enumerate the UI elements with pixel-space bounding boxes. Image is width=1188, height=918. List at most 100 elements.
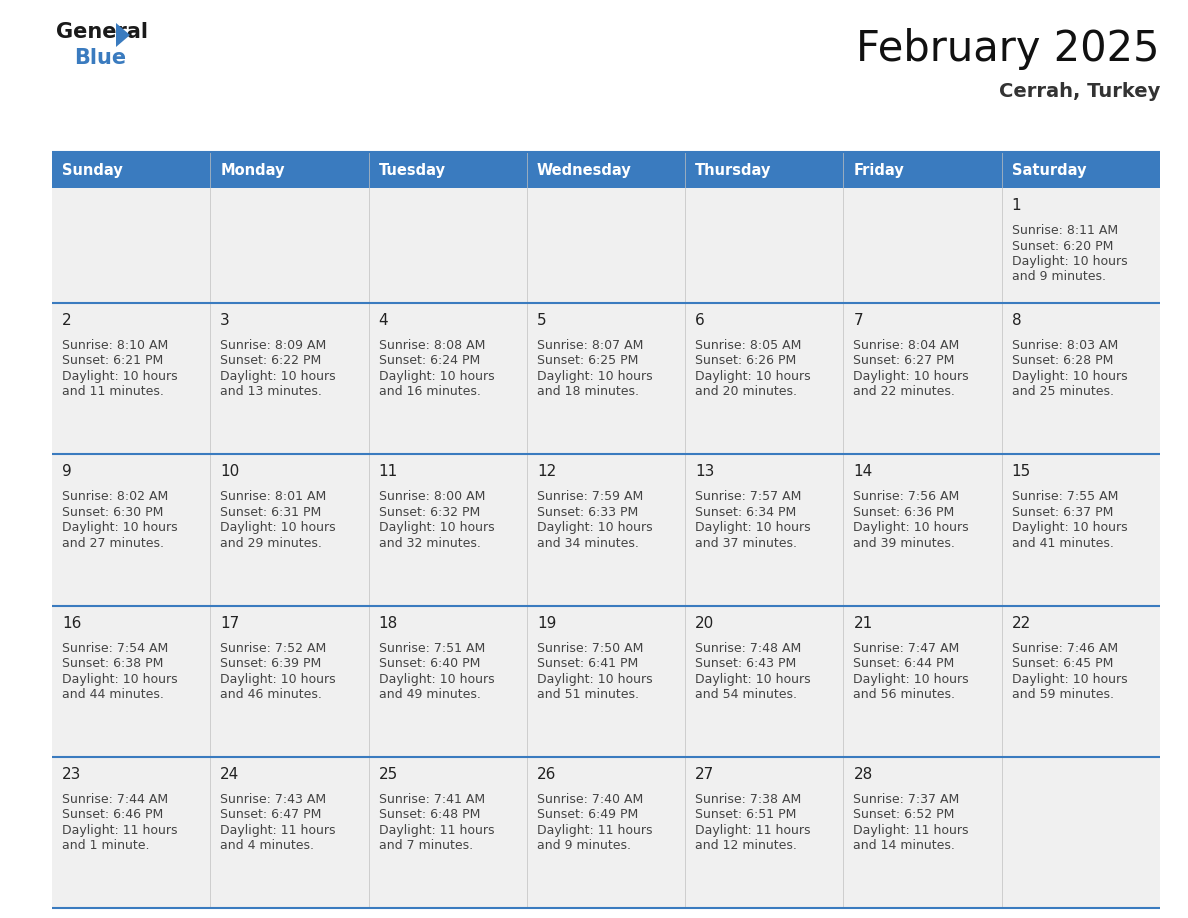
Text: Sunrise: 7:50 AM: Sunrise: 7:50 AM [537,642,643,655]
Text: 6: 6 [695,313,704,328]
Text: and 9 minutes.: and 9 minutes. [1012,271,1106,284]
Text: 8: 8 [1012,313,1022,328]
Text: and 12 minutes.: and 12 minutes. [695,839,797,852]
Text: Sunrise: 7:40 AM: Sunrise: 7:40 AM [537,793,643,806]
Text: and 11 minutes.: and 11 minutes. [62,386,164,398]
Text: and 32 minutes.: and 32 minutes. [379,537,480,550]
Text: Cerrah, Turkey: Cerrah, Turkey [999,82,1159,101]
Text: and 18 minutes.: and 18 minutes. [537,386,639,398]
Text: 18: 18 [379,615,398,631]
Text: 14: 14 [853,465,873,479]
Text: Sunset: 6:20 PM: Sunset: 6:20 PM [1012,240,1113,252]
Text: Sunrise: 7:37 AM: Sunrise: 7:37 AM [853,793,960,806]
Text: Daylight: 10 hours: Daylight: 10 hours [220,521,336,534]
Text: and 29 minutes.: and 29 minutes. [220,537,322,550]
Text: Daylight: 11 hours: Daylight: 11 hours [853,823,969,836]
Text: Daylight: 11 hours: Daylight: 11 hours [695,823,810,836]
Text: Thursday: Thursday [695,162,771,177]
Text: Sunrise: 7:46 AM: Sunrise: 7:46 AM [1012,642,1118,655]
Text: Daylight: 11 hours: Daylight: 11 hours [537,823,652,836]
Text: Sunset: 6:30 PM: Sunset: 6:30 PM [62,506,164,519]
Text: Sunrise: 7:52 AM: Sunrise: 7:52 AM [220,642,327,655]
Text: and 59 minutes.: and 59 minutes. [1012,688,1113,701]
Text: 7: 7 [853,313,862,328]
Text: 5: 5 [537,313,546,328]
Text: Sunset: 6:51 PM: Sunset: 6:51 PM [695,808,796,822]
Text: 23: 23 [62,767,81,782]
Text: 20: 20 [695,615,714,631]
Text: Daylight: 10 hours: Daylight: 10 hours [220,673,336,686]
Text: 27: 27 [695,767,714,782]
Text: and 7 minutes.: and 7 minutes. [379,839,473,852]
Text: Sunset: 6:27 PM: Sunset: 6:27 PM [853,354,955,367]
Text: Sunrise: 7:54 AM: Sunrise: 7:54 AM [62,642,169,655]
Text: Daylight: 10 hours: Daylight: 10 hours [1012,370,1127,383]
Text: Sunrise: 8:03 AM: Sunrise: 8:03 AM [1012,339,1118,352]
Text: General: General [56,22,148,42]
Text: Sunrise: 7:59 AM: Sunrise: 7:59 AM [537,490,643,503]
Text: Sunset: 6:44 PM: Sunset: 6:44 PM [853,657,955,670]
Text: and 14 minutes.: and 14 minutes. [853,839,955,852]
Text: Sunset: 6:47 PM: Sunset: 6:47 PM [220,808,322,822]
Text: 15: 15 [1012,465,1031,479]
Text: and 37 minutes.: and 37 minutes. [695,537,797,550]
Text: Sunrise: 8:07 AM: Sunrise: 8:07 AM [537,339,643,352]
Text: and 46 minutes.: and 46 minutes. [220,688,322,701]
Text: Daylight: 11 hours: Daylight: 11 hours [379,823,494,836]
Text: 9: 9 [62,465,71,479]
Text: Sunset: 6:40 PM: Sunset: 6:40 PM [379,657,480,670]
Text: Sunset: 6:52 PM: Sunset: 6:52 PM [853,808,955,822]
Text: Sunset: 6:33 PM: Sunset: 6:33 PM [537,506,638,519]
Bar [52,454,1159,606]
Text: Sunrise: 8:05 AM: Sunrise: 8:05 AM [695,339,802,352]
Text: Daylight: 10 hours: Daylight: 10 hours [379,370,494,383]
Text: Daylight: 10 hours: Daylight: 10 hours [1012,673,1127,686]
Text: 19: 19 [537,615,556,631]
Text: and 56 minutes.: and 56 minutes. [853,688,955,701]
Text: Tuesday: Tuesday [379,162,446,177]
Text: and 54 minutes.: and 54 minutes. [695,688,797,701]
Text: and 39 minutes.: and 39 minutes. [853,537,955,550]
Text: Sunrise: 7:43 AM: Sunrise: 7:43 AM [220,793,327,806]
Text: Daylight: 10 hours: Daylight: 10 hours [695,521,810,534]
Text: Daylight: 10 hours: Daylight: 10 hours [62,673,178,686]
Text: February 2025: February 2025 [857,28,1159,70]
Text: Sunrise: 8:01 AM: Sunrise: 8:01 AM [220,490,327,503]
Text: and 22 minutes.: and 22 minutes. [853,386,955,398]
Text: Sunset: 6:49 PM: Sunset: 6:49 PM [537,808,638,822]
Text: Sunrise: 8:00 AM: Sunrise: 8:00 AM [379,490,485,503]
Polygon shape [116,23,129,47]
Text: and 9 minutes.: and 9 minutes. [537,839,631,852]
Text: Sunrise: 8:08 AM: Sunrise: 8:08 AM [379,339,485,352]
Text: Sunset: 6:39 PM: Sunset: 6:39 PM [220,657,322,670]
Bar [52,188,1159,303]
Text: Sunrise: 7:51 AM: Sunrise: 7:51 AM [379,642,485,655]
Text: Sunrise: 7:57 AM: Sunrise: 7:57 AM [695,490,802,503]
Text: and 25 minutes.: and 25 minutes. [1012,386,1113,398]
Text: and 16 minutes.: and 16 minutes. [379,386,480,398]
Text: Sunday: Sunday [62,162,122,177]
Text: 2: 2 [62,313,71,328]
Text: Daylight: 10 hours: Daylight: 10 hours [1012,521,1127,534]
Text: Sunset: 6:38 PM: Sunset: 6:38 PM [62,657,164,670]
Text: Daylight: 10 hours: Daylight: 10 hours [853,673,969,686]
Bar [52,152,1159,188]
Text: and 13 minutes.: and 13 minutes. [220,386,322,398]
Text: Sunrise: 7:47 AM: Sunrise: 7:47 AM [853,642,960,655]
Text: Monday: Monday [220,162,285,177]
Text: Sunset: 6:46 PM: Sunset: 6:46 PM [62,808,163,822]
Text: Daylight: 10 hours: Daylight: 10 hours [853,370,969,383]
Text: and 4 minutes.: and 4 minutes. [220,839,315,852]
Text: Sunset: 6:25 PM: Sunset: 6:25 PM [537,354,638,367]
Text: Daylight: 11 hours: Daylight: 11 hours [62,823,177,836]
Text: Sunset: 6:22 PM: Sunset: 6:22 PM [220,354,322,367]
Text: Daylight: 10 hours: Daylight: 10 hours [62,521,178,534]
Text: Blue: Blue [74,48,126,68]
Text: Sunrise: 8:04 AM: Sunrise: 8:04 AM [853,339,960,352]
Text: 1: 1 [1012,198,1022,213]
Text: Sunrise: 8:10 AM: Sunrise: 8:10 AM [62,339,169,352]
Text: Sunrise: 7:55 AM: Sunrise: 7:55 AM [1012,490,1118,503]
Text: 17: 17 [220,615,240,631]
Text: Sunrise: 7:44 AM: Sunrise: 7:44 AM [62,793,169,806]
Text: Daylight: 10 hours: Daylight: 10 hours [220,370,336,383]
